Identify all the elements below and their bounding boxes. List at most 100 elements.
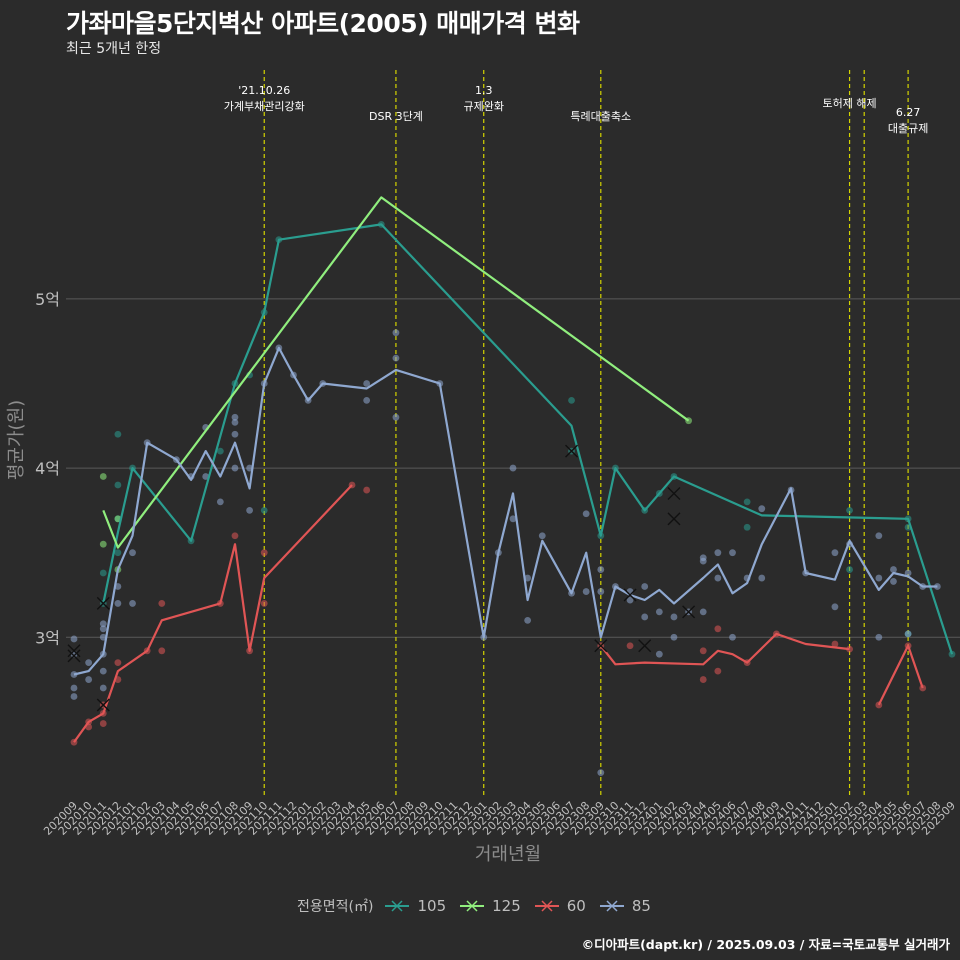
legend: 전용면적(㎡) 105 125 60 85 xyxy=(0,896,960,916)
data-point-60 xyxy=(699,647,707,655)
data-point-125 xyxy=(99,473,107,480)
data-point-85 xyxy=(714,574,722,582)
data-point-85 xyxy=(626,596,634,604)
legend-label-105: 105 xyxy=(417,897,447,915)
data-point-85 xyxy=(670,613,678,621)
data-point-60 xyxy=(158,647,166,655)
data-point-105 xyxy=(99,569,107,577)
cross-marker-85 xyxy=(67,649,81,663)
data-point-85 xyxy=(641,613,649,621)
data-point-85 xyxy=(70,684,78,692)
data-point-85 xyxy=(363,396,371,404)
data-point-105 xyxy=(216,447,224,455)
x-axis-label: 거래년월 xyxy=(475,844,541,865)
data-point-85 xyxy=(641,583,649,590)
data-point-105 xyxy=(114,430,122,438)
series-line-60-c xyxy=(877,644,924,706)
data-point-105 xyxy=(568,396,575,404)
series-layer xyxy=(67,196,956,777)
data-point-85 xyxy=(831,603,839,611)
data-point-85 xyxy=(85,676,93,683)
data-point-60 xyxy=(260,600,268,607)
event-label: '21.10.26 xyxy=(238,84,290,97)
data-point-85 xyxy=(231,413,239,421)
data-point-85 xyxy=(99,667,107,675)
page-title: 가좌마을5단지벽산 아파트(2005) 매매가격 변화 xyxy=(66,9,580,38)
legend-label-125: 125 xyxy=(492,897,521,915)
cross-marker-60 xyxy=(96,698,110,712)
data-point-85 xyxy=(509,464,517,472)
data-point-85 xyxy=(729,549,736,557)
data-point-85 xyxy=(582,588,590,595)
data-point-85 xyxy=(216,498,224,506)
data-point-85 xyxy=(831,549,839,557)
cross-marker-85 xyxy=(667,512,681,526)
data-point-85 xyxy=(758,505,766,513)
data-point-85 xyxy=(758,574,766,582)
cross-marker-85 xyxy=(682,605,696,619)
page-subtitle: 최근 5개년 한정 xyxy=(66,41,162,57)
data-point-85 xyxy=(655,650,663,658)
legend-key-85 xyxy=(599,900,624,912)
data-point-85 xyxy=(904,630,912,638)
data-point-105 xyxy=(260,506,268,514)
data-point-85 xyxy=(597,566,605,573)
data-point-85 xyxy=(246,506,254,514)
data-point-105 xyxy=(846,566,853,573)
data-point-85 xyxy=(231,464,239,472)
legend-title: 전용면적(㎡) xyxy=(297,899,374,915)
event-label: 토허제 해제 xyxy=(823,96,877,110)
data-point-85 xyxy=(129,600,136,607)
cross-marker-105 xyxy=(565,444,579,458)
data-point-60 xyxy=(260,549,268,557)
y-tick-label: 5억 xyxy=(35,290,60,309)
data-point-60 xyxy=(114,659,122,667)
source-caption: ©디아파트(dapt.kr) / 2025.09.03 / 자료=국토교통부 실… xyxy=(581,937,950,952)
data-point-60 xyxy=(831,640,839,648)
data-point-85 xyxy=(231,418,239,426)
y-axis: 3억 4억 5억 xyxy=(35,290,60,647)
data-point-85 xyxy=(875,633,883,641)
legend-key-105 xyxy=(385,900,410,912)
legend-key-85-cross xyxy=(606,900,618,912)
data-point-85 xyxy=(875,574,883,582)
data-point-85 xyxy=(99,625,107,633)
data-point-85 xyxy=(875,532,883,540)
event-label: 특례대출축소 xyxy=(570,110,631,123)
event-label: 1.3 xyxy=(475,84,493,97)
data-point-105 xyxy=(846,506,853,514)
data-point-85 xyxy=(670,633,678,641)
data-point-85 xyxy=(70,635,78,643)
data-point-85 xyxy=(392,413,400,421)
cross-marker-85 xyxy=(623,588,637,602)
data-point-85 xyxy=(699,608,707,616)
series-line-85 xyxy=(73,346,938,676)
data-point-85 xyxy=(597,588,605,595)
data-point-85 xyxy=(904,569,912,577)
series-line-60 xyxy=(73,484,353,743)
data-point-85 xyxy=(655,608,663,616)
legend-item-85: 85 xyxy=(598,897,651,915)
data-point-85 xyxy=(392,354,400,362)
data-point-85 xyxy=(392,329,400,337)
y-tick-label: 3억 xyxy=(35,628,60,647)
event-label: 대출규제 xyxy=(888,122,928,135)
cross-marker-85 xyxy=(667,486,681,500)
legend-key-60-cross xyxy=(541,900,553,912)
legend-label-85: 85 xyxy=(631,897,651,915)
cross-marker-60 xyxy=(638,639,652,653)
event-label: DSR 3단계 xyxy=(369,110,423,123)
event-label: 가계부채관리강화 xyxy=(224,100,305,113)
data-point-105 xyxy=(743,498,751,506)
cross-marker-105 xyxy=(96,596,110,610)
legend-key-60 xyxy=(534,900,559,912)
data-point-105 xyxy=(114,549,122,557)
data-point-60 xyxy=(714,625,722,633)
data-point-85 xyxy=(729,633,736,641)
legend-label-60: 60 xyxy=(566,897,586,915)
data-point-85 xyxy=(363,380,371,387)
data-point-85 xyxy=(582,510,590,518)
data-point-60 xyxy=(158,600,166,607)
data-point-85 xyxy=(699,554,707,562)
data-point-85 xyxy=(890,578,897,585)
